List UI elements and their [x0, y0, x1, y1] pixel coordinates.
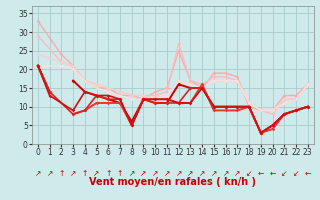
Text: ↗: ↗ — [199, 169, 205, 178]
Text: ↙: ↙ — [293, 169, 299, 178]
Text: ↗: ↗ — [164, 169, 170, 178]
Text: ↑: ↑ — [58, 169, 65, 178]
Text: ↗: ↗ — [222, 169, 229, 178]
Text: ↗: ↗ — [175, 169, 182, 178]
Text: ↑: ↑ — [105, 169, 111, 178]
Text: ←: ← — [258, 169, 264, 178]
Text: ↗: ↗ — [35, 169, 41, 178]
Text: ←: ← — [269, 169, 276, 178]
Text: ↗: ↗ — [129, 169, 135, 178]
Text: ↙: ↙ — [281, 169, 287, 178]
Text: ↗: ↗ — [140, 169, 147, 178]
X-axis label: Vent moyen/en rafales ( kn/h ): Vent moyen/en rafales ( kn/h ) — [89, 177, 256, 187]
Text: ↗: ↗ — [211, 169, 217, 178]
Text: ↑: ↑ — [82, 169, 88, 178]
Text: ↗: ↗ — [70, 169, 76, 178]
Text: ↗: ↗ — [234, 169, 241, 178]
Text: ↙: ↙ — [246, 169, 252, 178]
Text: ↗: ↗ — [46, 169, 53, 178]
Text: ↗: ↗ — [93, 169, 100, 178]
Text: ↗: ↗ — [187, 169, 194, 178]
Text: ↑: ↑ — [117, 169, 123, 178]
Text: ↗: ↗ — [152, 169, 158, 178]
Text: ←: ← — [305, 169, 311, 178]
